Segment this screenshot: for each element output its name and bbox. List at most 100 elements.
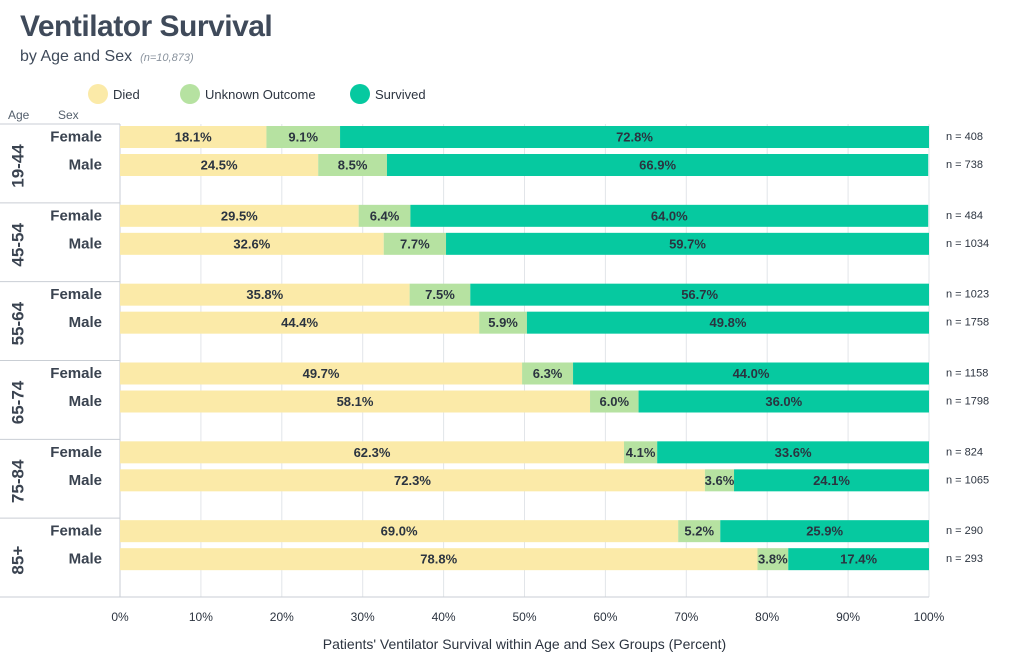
bar-segment-died[interactable] xyxy=(120,126,267,148)
bar-segment-unknown-outcome[interactable] xyxy=(704,469,735,492)
bar-segment-unknown-outcome[interactable] xyxy=(266,126,341,148)
bar-segment-survived[interactable] xyxy=(788,548,929,571)
bar-segment-unknown-outcome[interactable] xyxy=(624,441,658,464)
sex-label: Female xyxy=(50,207,102,224)
bar-segment-survived[interactable] xyxy=(410,204,929,227)
bar-segment-unknown-outcome[interactable] xyxy=(318,154,387,176)
bar-value-label: 58.1% xyxy=(337,394,374,409)
bar-segment-survived[interactable] xyxy=(526,311,929,334)
bar-segment-survived[interactable] xyxy=(340,126,930,148)
bar-value-label: 5.2% xyxy=(684,524,714,539)
sex-label: Female xyxy=(50,444,102,461)
bar-value-label: 36.0% xyxy=(765,394,802,409)
bar-segment-died[interactable] xyxy=(120,441,625,464)
age-group-label: 45-54 xyxy=(9,223,28,267)
bar-value-label: 62.3% xyxy=(354,445,391,460)
bar-value-label: 9.1% xyxy=(288,130,318,145)
x-tick-label: 30% xyxy=(351,610,375,624)
sex-label: Male xyxy=(69,157,102,174)
legend-swatch-survived xyxy=(350,84,370,104)
bar-segment-died[interactable] xyxy=(120,362,523,385)
bar-value-label: 18.1% xyxy=(175,130,212,145)
bar-segment-survived[interactable] xyxy=(638,390,929,413)
bar-value-label: 66.9% xyxy=(639,158,676,173)
bar-value-label: 72.3% xyxy=(394,473,431,488)
bar-segment-died[interactable] xyxy=(120,154,319,176)
bar-value-label: 24.5% xyxy=(201,158,238,173)
bar-segment-unknown-outcome[interactable] xyxy=(383,232,447,255)
sample-size-note: (n=10,873) xyxy=(140,52,194,64)
bar-value-label: 59.7% xyxy=(669,236,706,251)
bar-value-label: 49.8% xyxy=(710,315,747,330)
bar-segment-unknown-outcome[interactable] xyxy=(409,283,471,306)
legend-item-survived[interactable]: Survived xyxy=(350,84,426,104)
bar-value-label: 56.7% xyxy=(681,287,718,302)
age-group-label: 19-44 xyxy=(9,144,28,188)
bar-value-label: 4.1% xyxy=(626,445,656,460)
chart-subtitle: by Age and Sex (n=10,873) xyxy=(20,48,194,66)
bar-value-label: 44.0% xyxy=(733,366,770,381)
age-group-label: 65-74 xyxy=(9,380,28,424)
bar-value-label: 3.6% xyxy=(705,473,735,488)
x-tick-label: 100% xyxy=(914,610,945,624)
x-tick-label: 70% xyxy=(674,610,698,624)
bar-value-label: 24.1% xyxy=(813,473,850,488)
age-group-label: 55-64 xyxy=(9,301,28,345)
bar-segment-unknown-outcome[interactable] xyxy=(757,548,789,571)
bar-segment-died[interactable] xyxy=(120,390,591,413)
legend-item-died[interactable]: Died xyxy=(88,84,140,104)
sex-label: Female xyxy=(50,365,102,382)
bar-value-label: 3.8% xyxy=(758,552,788,567)
bar-value-label: 6.0% xyxy=(599,394,629,409)
sample-size-label: n = 738 xyxy=(946,159,983,171)
bar-segment-died[interactable] xyxy=(120,520,679,543)
sex-label: Female xyxy=(50,129,102,146)
bar-value-label: 25.9% xyxy=(806,524,843,539)
bar-value-label: 8.5% xyxy=(338,158,368,173)
bar-value-label: 5.9% xyxy=(488,315,518,330)
bar-value-label: 49.7% xyxy=(303,366,340,381)
bar-value-label: 17.4% xyxy=(840,552,877,567)
legend-label-survived: Survived xyxy=(375,86,426,102)
bar-segment-died[interactable] xyxy=(120,311,480,334)
bar-segment-died[interactable] xyxy=(120,232,384,255)
bar-segment-unknown-outcome[interactable] xyxy=(358,204,411,227)
sex-label: Male xyxy=(69,551,102,568)
bar-value-label: 7.7% xyxy=(400,236,430,251)
age-group-label: 85+ xyxy=(9,546,28,575)
bar-segment-survived[interactable] xyxy=(470,283,929,306)
sex-label: Male xyxy=(69,393,102,410)
bar-segment-unknown-outcome[interactable] xyxy=(479,311,527,334)
bar-segment-died[interactable] xyxy=(120,283,410,306)
sample-size-label: n = 1758 xyxy=(946,317,989,329)
bar-segment-unknown-outcome[interactable] xyxy=(522,362,574,385)
legend-item-unknown-outcome[interactable]: Unknown Outcome xyxy=(180,84,316,104)
sample-size-label: n = 1023 xyxy=(946,289,989,301)
bar-value-label: 32.6% xyxy=(233,236,270,251)
x-tick-label: 40% xyxy=(432,610,456,624)
sample-size-label: n = 1065 xyxy=(946,474,989,486)
sex-column-header: Sex xyxy=(58,108,79,122)
bar-value-label: 33.6% xyxy=(775,445,812,460)
bar-segment-unknown-outcome[interactable] xyxy=(590,390,639,413)
bar-segment-survived[interactable] xyxy=(446,232,929,255)
bar-segment-survived[interactable] xyxy=(573,362,929,385)
legend-label-died: Died xyxy=(113,86,140,102)
bar-segment-survived[interactable] xyxy=(386,154,929,176)
age-group-label: 75-84 xyxy=(9,459,28,503)
bar-segment-survived[interactable] xyxy=(720,520,929,543)
legend-swatch-unknown-outcome xyxy=(180,84,200,104)
bar-segment-died[interactable] xyxy=(120,548,758,571)
x-tick-label: 10% xyxy=(189,610,213,624)
bar-segment-died[interactable] xyxy=(120,204,359,227)
bar-segment-unknown-outcome[interactable] xyxy=(678,520,721,543)
bar-segment-survived[interactable] xyxy=(734,469,929,492)
bar-value-label: 7.5% xyxy=(425,287,455,302)
subtitle-text: by Age and Sex xyxy=(20,48,133,65)
bar-segment-died[interactable] xyxy=(120,469,705,492)
bar-segment-survived[interactable] xyxy=(657,441,929,464)
chart-title: Ventilator Survival xyxy=(20,10,273,43)
sex-label: Male xyxy=(69,235,102,252)
bar-value-label: 35.8% xyxy=(246,287,283,302)
